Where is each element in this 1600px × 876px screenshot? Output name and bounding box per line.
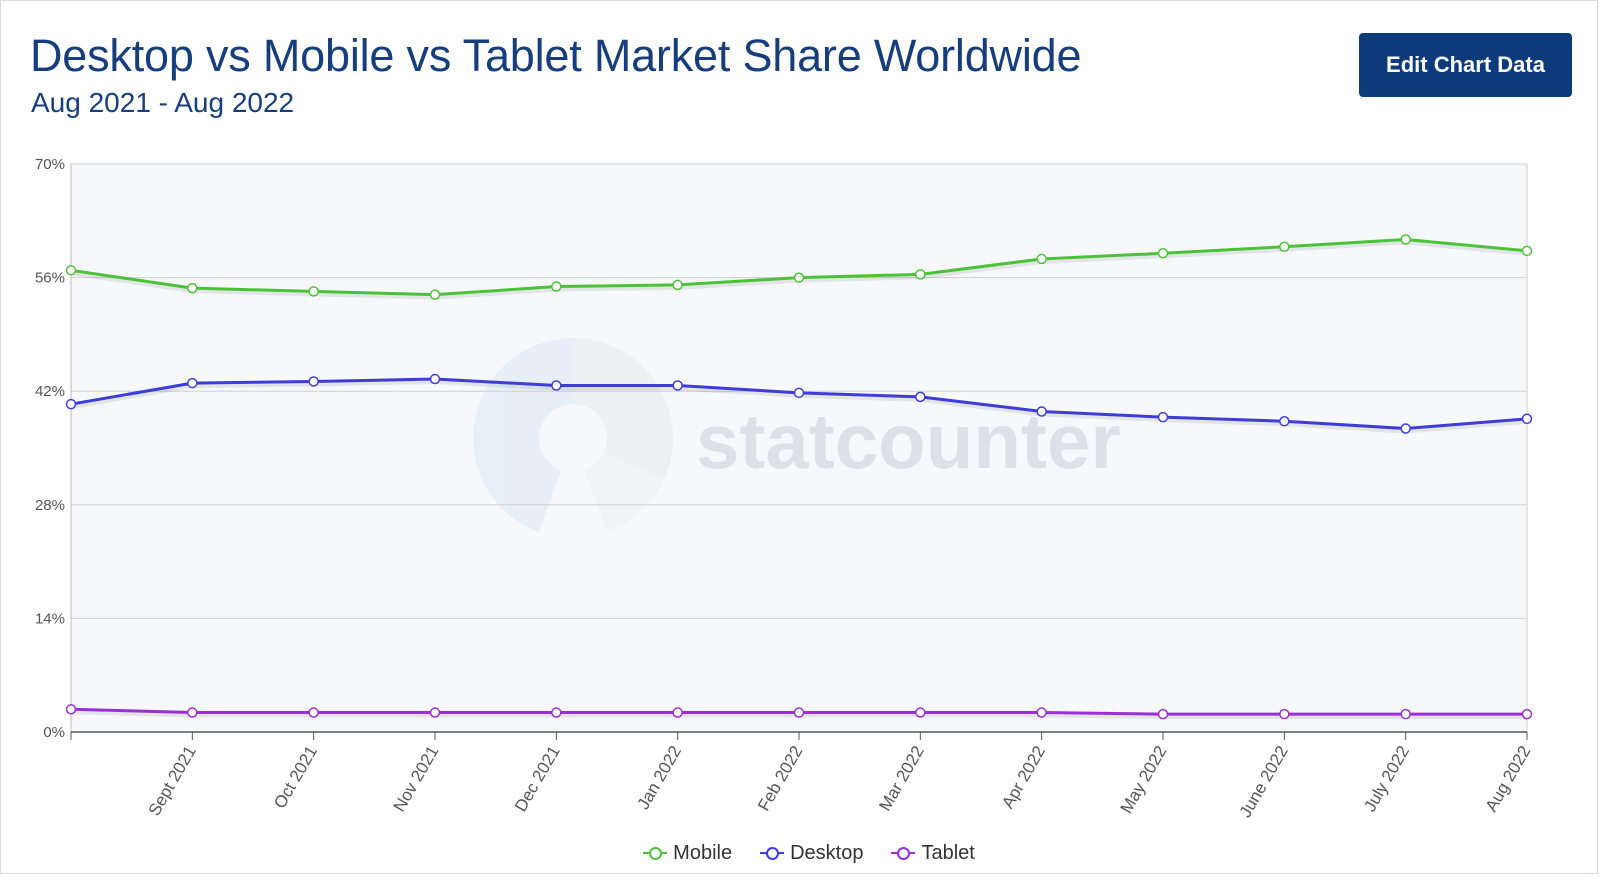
desktop-data-point[interactable] xyxy=(187,377,198,389)
x-tick-label: July 2022 xyxy=(1360,743,1413,816)
desktop-data-point[interactable] xyxy=(551,380,562,391)
x-tick-label: Aug 2022 xyxy=(1482,743,1535,816)
mobile-data-point[interactable] xyxy=(1157,248,1169,259)
tablet-data-point[interactable] xyxy=(1279,708,1290,720)
x-tick-label: Oct 2021 xyxy=(270,743,321,812)
mobile-data-point[interactable] xyxy=(1521,245,1533,257)
mobile-data-point[interactable] xyxy=(672,279,683,291)
tablet-data-point[interactable] xyxy=(1157,708,1169,720)
x-tick-label: Apr 2022 xyxy=(998,743,1049,812)
desktop-data-point[interactable] xyxy=(672,380,683,391)
legend-label: Tablet xyxy=(921,841,975,864)
desktop-data-point[interactable] xyxy=(915,391,926,403)
tablet-data-point[interactable] xyxy=(429,707,441,718)
chart-title: Desktop vs Mobile vs Tablet Market Share… xyxy=(30,30,1082,81)
y-tick-label: 42% xyxy=(35,383,65,400)
legend-marker-icon xyxy=(760,846,785,860)
legend-item-mobile[interactable]: Mobile xyxy=(643,842,732,865)
mobile-data-point[interactable] xyxy=(308,286,319,297)
legend-label: Desktop xyxy=(790,841,864,864)
mobile-data-point[interactable] xyxy=(1036,253,1047,265)
legend-item-tablet[interactable]: Tablet xyxy=(891,841,975,865)
desktop-data-point[interactable] xyxy=(1400,423,1411,434)
desktop-data-point[interactable] xyxy=(429,373,441,385)
legend-label: Mobile xyxy=(673,841,733,864)
tablet-data-point[interactable] xyxy=(551,707,562,718)
x-tick-label: Feb 2022 xyxy=(754,743,806,815)
mobile-data-point[interactable] xyxy=(187,282,198,294)
x-tick-label: Dec 2021 xyxy=(511,743,564,816)
y-tick-label: 28% xyxy=(35,497,65,514)
plot-area xyxy=(71,164,1527,732)
desktop-data-point[interactable] xyxy=(1279,415,1290,427)
chart-subtitle: Aug 2021 - Aug 2022 xyxy=(31,87,295,118)
legend-marker-icon xyxy=(891,846,916,860)
x-tick-label: June 2022 xyxy=(1236,743,1292,821)
mobile-data-point[interactable] xyxy=(65,265,77,276)
legend-item-desktop[interactable]: Desktop xyxy=(760,842,863,865)
x-tick-label: Sept 2021 xyxy=(145,743,200,820)
desktop-data-point[interactable] xyxy=(793,387,805,399)
desktop-data-point[interactable] xyxy=(1157,411,1169,423)
tablet-data-point[interactable] xyxy=(1521,708,1533,720)
y-tick-label: 0% xyxy=(43,724,65,741)
legend-marker-icon xyxy=(643,846,668,860)
tablet-data-point[interactable] xyxy=(915,707,926,718)
tablet-data-point[interactable] xyxy=(1400,708,1411,720)
y-tick-label: 56% xyxy=(35,270,65,287)
mobile-data-point[interactable] xyxy=(1279,241,1290,253)
x-tick-label: Nov 2021 xyxy=(390,743,443,816)
edit-chart-data-button[interactable]: Edit Chart Data xyxy=(1359,33,1572,97)
mobile-data-point[interactable] xyxy=(1400,234,1411,245)
desktop-data-point[interactable] xyxy=(65,398,77,410)
x-tick-label: Jan 2022 xyxy=(634,743,685,813)
chart-legend: Mobile Desktop Tablet xyxy=(0,838,1600,868)
x-tick-label: May 2022 xyxy=(1117,743,1171,817)
tablet-data-point[interactable] xyxy=(187,707,198,718)
desktop-data-point[interactable] xyxy=(308,376,319,387)
mobile-data-point[interactable] xyxy=(915,269,926,280)
y-tick-label: 70% xyxy=(35,156,65,173)
mobile-data-point[interactable] xyxy=(551,281,562,292)
tablet-data-point[interactable] xyxy=(1036,707,1047,718)
desktop-data-point[interactable] xyxy=(1036,406,1047,417)
tablet-data-point[interactable] xyxy=(308,707,319,718)
tablet-data-point[interactable] xyxy=(672,707,683,718)
watermark-arc xyxy=(584,452,664,532)
desktop-data-point[interactable] xyxy=(1521,413,1533,425)
tablet-data-point[interactable] xyxy=(793,707,805,718)
y-tick-label: 14% xyxy=(35,610,65,627)
mobile-data-point[interactable] xyxy=(793,272,805,283)
watermark-text: statcounter xyxy=(696,397,1121,485)
mobile-data-point[interactable] xyxy=(429,289,441,300)
tablet-data-point[interactable] xyxy=(65,704,77,715)
x-tick-label: Mar 2022 xyxy=(875,743,927,815)
watermark-arc xyxy=(573,338,673,481)
